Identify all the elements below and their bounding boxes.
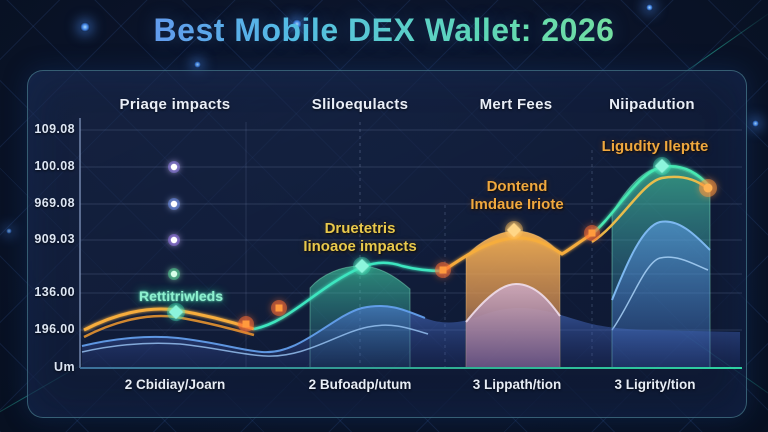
network-node-dot [292, 19, 302, 29]
annotation-mid-line2: Iinoaoe impacts [303, 238, 417, 255]
network-node-dot [646, 4, 653, 11]
orange-column-area [465, 230, 561, 369]
streak-dot-icon [168, 161, 180, 280]
glow-streaks [95, 161, 320, 280]
network-node-dot [752, 120, 759, 127]
column-header-1: Priaqe impacts [119, 96, 231, 113]
page-title: Best Mobile DEX Wallet: 2026 [0, 12, 768, 49]
y-axis-tick: 109.08 [34, 122, 75, 136]
x-axis-tick-2: 2 Bufoadp/utum [308, 377, 412, 392]
annotation-right-line1: Dontend [486, 178, 548, 195]
y-axis-tick: 909.03 [34, 232, 75, 246]
axes [79, 118, 742, 369]
column-header-4: Niipadution [609, 96, 695, 113]
annotation-left: Rettitriwleds [138, 288, 224, 304]
y-axis-tick: 196.00 [34, 322, 75, 336]
blue-wave-area [81, 304, 740, 368]
y-axis-tick: 136.00 [34, 285, 75, 299]
network-node-dot [6, 228, 12, 234]
transition-square-markers [238, 179, 717, 332]
peak-diamond-markers [167, 157, 671, 321]
network-node-dot [80, 22, 90, 32]
x-axis-tick-4: 3 Ligrity/tion [614, 377, 696, 392]
annotation-far-right: Ligudity Ileptte [601, 138, 709, 155]
annotation-right: Dontend Imdaue Iriote [470, 178, 563, 214]
y-axis-tick: 100.08 [34, 159, 75, 173]
annotation-right-line2: Imdaue Iriote [470, 196, 564, 213]
network-node-dot [194, 61, 201, 68]
y-axis-origin-label: Um [54, 360, 75, 374]
annotation-mid-line1: Druetetris [324, 220, 396, 237]
x-axis-tick-1: 2 Cbidiay/Joarn [124, 377, 226, 392]
x-axis-tick-3: 3 Lippath/tion [472, 377, 562, 392]
annotation-mid: Druetetris Iinoaoe impacts [303, 220, 416, 256]
y-axis-tick: 969.08 [34, 196, 75, 210]
column-header-3: Mert Fees [479, 96, 553, 113]
column-header-2: Sliloequlacts [311, 96, 409, 113]
